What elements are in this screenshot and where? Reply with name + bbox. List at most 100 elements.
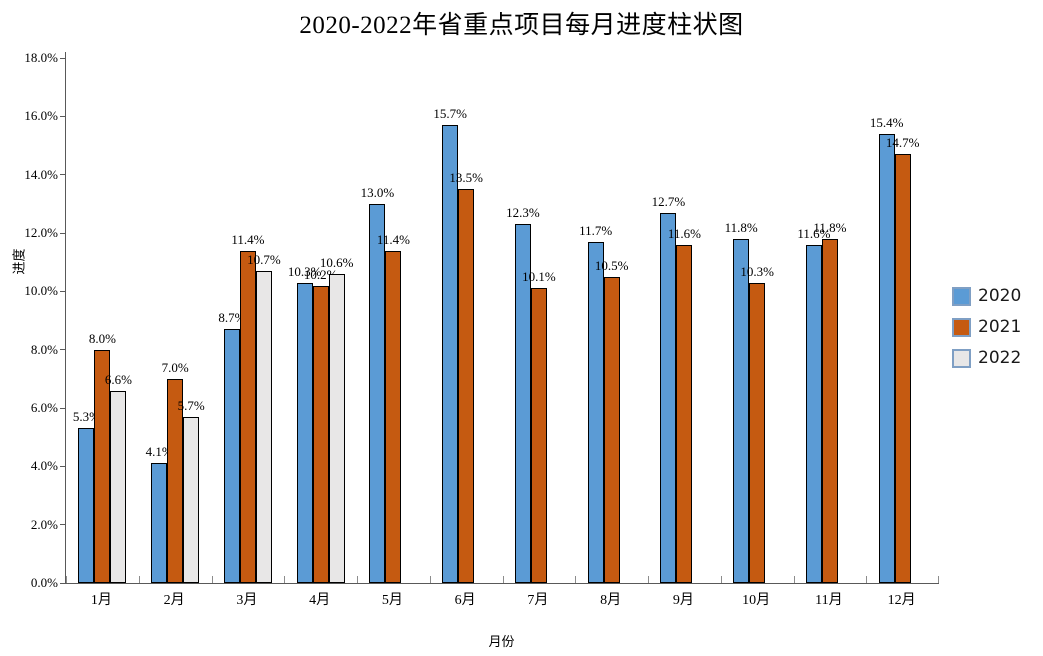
bar-group-4月: 10.3% 10.2% 10.6% — [284, 58, 357, 583]
bar-data-label: 10.3% — [287, 263, 322, 279]
bar-2020-1月 — [78, 428, 95, 583]
legend-label: 2020 — [978, 286, 1022, 306]
y-tick-label: 16.0% — [24, 108, 58, 124]
x-tick-label-1月: 1月 — [90, 593, 112, 608]
bar-2020-8月 — [587, 241, 604, 583]
bar-2021-7月 — [530, 288, 547, 583]
y-tick-label: 0.0% — [30, 575, 58, 590]
bar-2020-5月 — [369, 203, 386, 583]
bar-slot: 7.0% — [162, 58, 189, 583]
bar-slot: 8.7% — [218, 58, 245, 583]
y-tick-label: 8.0% — [30, 341, 58, 357]
x-tick-label-12月: 12月 — [887, 593, 916, 608]
bar-2021-11月 — [821, 238, 838, 583]
bar-group-5月: 13.0% 11.4% — [357, 58, 430, 583]
bar-slot: 14.7% — [886, 58, 919, 583]
x-tick-mark — [575, 576, 577, 583]
bar-2022-3月 — [255, 270, 272, 583]
bar-2021-10月 — [749, 282, 766, 583]
bar-group-11月: 11.6% 11.8% — [794, 58, 867, 583]
x-tick-label-9月: 9月 — [672, 593, 694, 608]
y-axis-line-cap — [65, 52, 66, 58]
plot-area: 5.3% 8.0% 6.6% 4.1% 7.0% 5.7% 8.7% 11.4% 10.7% 10… — [65, 58, 939, 584]
y-tick-mark — [60, 582, 65, 584]
bar-slot: 4.1% — [146, 58, 173, 583]
bar-slot: 11.6% — [668, 58, 701, 583]
bar-data-label: 11.8% — [813, 219, 847, 235]
bar-slot — [547, 58, 563, 583]
bar-slot: 13.5% — [449, 58, 483, 583]
bar-2021-5月 — [385, 250, 402, 583]
bar-group-9月: 12.7% 11.6% — [648, 58, 721, 583]
bar-group-6月: 15.7% 13.5% — [430, 58, 503, 583]
bar-slot: 11.7% — [579, 58, 612, 583]
bar-group-1月: 5.3% 8.0% 6.6% — [66, 58, 139, 583]
bar-data-label: 10.7% — [247, 251, 281, 267]
bar-data-label: 10.6% — [319, 254, 354, 270]
bar-2020-10月 — [733, 238, 750, 583]
bar-data-label: 6.6% — [104, 371, 132, 387]
legend-label: 2022 — [978, 348, 1022, 368]
bar-2020-7月 — [514, 224, 531, 583]
bar-data-label: 15.7% — [433, 106, 467, 122]
x-tick-mark — [793, 576, 795, 583]
bar-data-label: 13.5% — [449, 170, 483, 186]
legend-swatch-2020-icon — [952, 286, 971, 306]
y-tick-label: 6.0% — [30, 400, 58, 415]
y-tick-mark — [60, 57, 65, 59]
bar-data-label: 4.1% — [145, 444, 173, 460]
legend-item-2021: 2021 — [952, 317, 1021, 337]
bar-data-label: 8.0% — [88, 330, 116, 346]
y-tick-label: 10.0% — [24, 283, 58, 299]
bar-2020-3月 — [223, 329, 240, 583]
bar-data-label: 11.4% — [231, 231, 265, 247]
bar-slot: 10.3% — [288, 58, 321, 583]
x-tick-mark — [938, 576, 939, 583]
bar-slot — [838, 58, 854, 583]
bar-2020-6月 — [442, 125, 459, 583]
x-tick-mark — [284, 576, 286, 583]
x-tick-label-6月: 6月 — [454, 593, 476, 608]
y-tick-mark — [60, 174, 65, 176]
x-tick-label-7月: 7月 — [527, 593, 549, 608]
bar-group-2月: 4.1% 7.0% 5.7% — [139, 58, 212, 583]
bar-slot: 10.7% — [247, 58, 281, 583]
bar-slot: 12.7% — [652, 58, 685, 583]
bar-slot: 15.7% — [433, 58, 467, 583]
legend-item-2022: 2022 — [952, 348, 1021, 368]
bar-group-8月: 11.7% 10.5% — [575, 58, 648, 583]
y-tick-mark — [60, 524, 65, 526]
bar-slot: 12.3% — [506, 58, 540, 583]
legend: 2020 2021 2022 — [952, 286, 1021, 368]
bar-2021-3月 — [239, 250, 256, 583]
y-axis-title: 进度 — [11, 248, 27, 275]
bar-data-label: 12.3% — [506, 205, 540, 221]
bar-2020-12月 — [878, 133, 895, 583]
bar-group-12月: 15.4% 14.7% — [866, 58, 939, 583]
bar-slot — [474, 58, 490, 583]
bar-slot: 5.3% — [73, 58, 100, 583]
bar-slot: 15.4% — [870, 58, 903, 583]
bar-2021-12月 — [894, 154, 911, 583]
bar-2021-1月 — [94, 349, 111, 583]
bar-2022-2月 — [183, 416, 200, 583]
x-tick-label-11月: 11月 — [815, 593, 843, 608]
bar-2021-4月 — [312, 285, 329, 583]
bar-data-label: 11.6% — [797, 225, 831, 241]
x-tick-label-10月: 10月 — [742, 593, 771, 608]
bar-slot: 10.1% — [522, 58, 556, 583]
x-tick-mark — [720, 576, 722, 583]
x-axis-title: 月份 — [488, 634, 515, 649]
y-tick-mark — [60, 465, 65, 467]
y-tick-label: 4.0% — [30, 458, 58, 474]
bar-group-10月: 11.8% 10.3% — [721, 58, 794, 583]
bar-slot: 11.8% — [813, 58, 846, 583]
legend-label: 2021 — [978, 317, 1022, 337]
bar-slot: 6.6% — [105, 58, 132, 583]
bar-2020-11月 — [805, 244, 822, 583]
bar-slot: 10.2% — [304, 58, 337, 583]
bar-data-label: 11.8% — [724, 219, 758, 235]
bar-slot — [692, 58, 708, 583]
bar-2020-2月 — [151, 463, 168, 583]
